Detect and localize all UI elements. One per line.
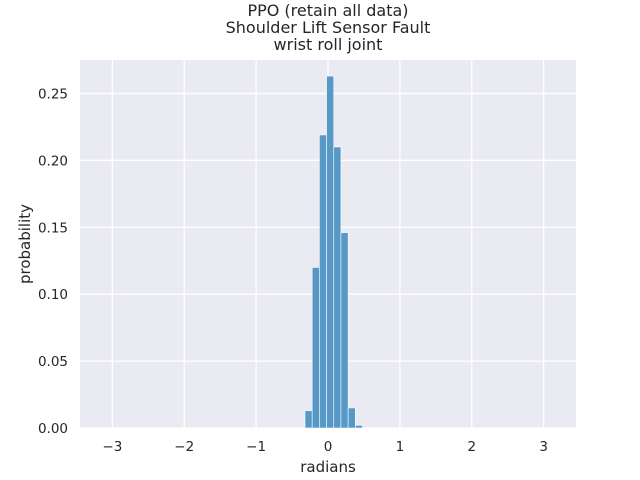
- chart-title-line-2: Shoulder Lift Sensor Fault: [226, 18, 431, 37]
- y-tick-label: 0.00: [38, 421, 68, 437]
- bar-3: [326, 75, 335, 429]
- x-tick-label: 2: [467, 439, 476, 455]
- bar-7: [355, 425, 363, 429]
- x-tick-label: 3: [539, 439, 548, 455]
- bar-5: [340, 232, 349, 429]
- x-tick-label: −3: [102, 439, 122, 455]
- y-tick-label: 0.20: [38, 153, 68, 169]
- y-axis-ticks: 0.00 0.05 0.10 0.15 0.20 0.25: [38, 86, 68, 437]
- y-tick-label: 0.15: [38, 220, 68, 236]
- y-axis-label: probability: [16, 204, 34, 284]
- x-tick-label: 0: [324, 439, 333, 455]
- x-tick-label: 1: [396, 439, 405, 455]
- x-axis-label: radians: [300, 458, 356, 476]
- chart-title: PPO (retain all data) Shoulder Lift Sens…: [226, 1, 431, 54]
- bar-2: [319, 134, 327, 429]
- bar-4: [333, 146, 342, 429]
- bar-0: [304, 410, 313, 429]
- histogram-bars: [304, 75, 363, 429]
- y-tick-label: 0.10: [38, 287, 68, 303]
- bar-1: [311, 267, 320, 429]
- x-tick-label: −1: [246, 439, 266, 455]
- chart-title-line-1: PPO (retain all data): [247, 1, 408, 20]
- x-axis-ticks: −3 −2 −1 0 1 2 3: [102, 439, 548, 455]
- y-tick-label: 0.25: [38, 86, 68, 102]
- bar-6: [347, 407, 356, 429]
- chart-title-line-3: wrist roll joint: [274, 35, 383, 54]
- y-tick-label: 0.05: [38, 354, 68, 370]
- x-tick-label: −2: [174, 439, 194, 455]
